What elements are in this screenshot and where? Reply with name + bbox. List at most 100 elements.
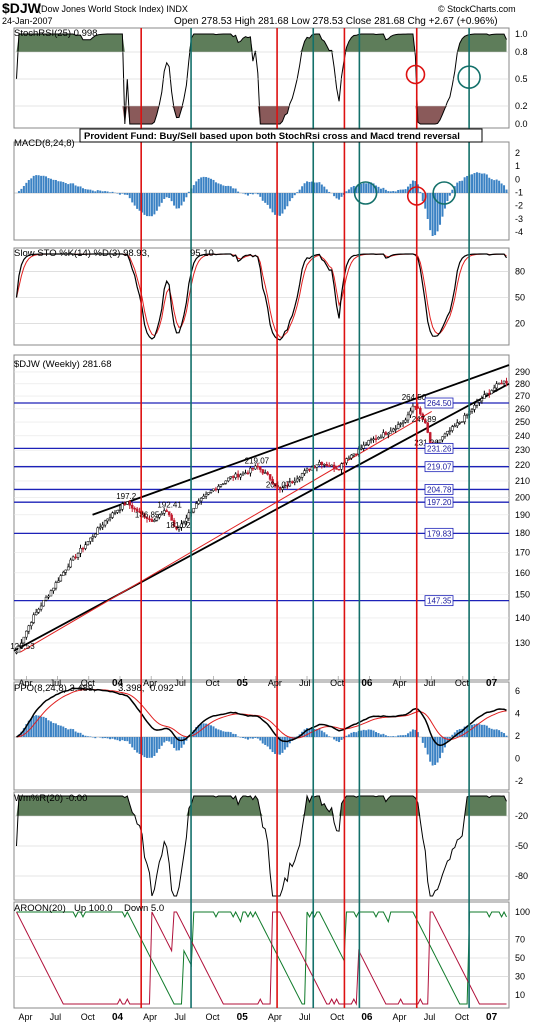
macd-histogram-bar: [67, 184, 70, 193]
price-candle: [130, 505, 134, 509]
ppo-histogram-bar: [434, 737, 437, 765]
williams-r-panel: [14, 794, 509, 897]
ppo-histogram-bar: [229, 732, 232, 737]
ppo-histogram-bar: [325, 734, 328, 737]
price-tick: 280: [515, 379, 530, 389]
ppo-histogram-bar: [59, 725, 62, 737]
price-candle: [158, 514, 161, 518]
ppo-histogram-bar: [141, 737, 144, 756]
macd-histogram-bar: [47, 178, 50, 193]
macd-histogram-bar: [219, 184, 222, 193]
ppo-histogram-bar: [278, 737, 281, 755]
macd-histogram-bar: [298, 189, 301, 193]
price-candle: [217, 486, 220, 490]
price-candle: [219, 484, 223, 487]
price-candle: [281, 487, 284, 490]
price-candle: [244, 472, 247, 475]
x-axis-label: 05: [237, 1012, 249, 1023]
ppo-histogram-bar: [500, 731, 503, 737]
trendline: [92, 364, 510, 516]
price-candle: [263, 472, 267, 474]
price-candle: [327, 465, 331, 467]
macd-tick: 0: [515, 174, 520, 184]
sto-tick: 20: [515, 319, 525, 329]
price-candle: [480, 398, 484, 402]
price-candle: [293, 480, 296, 483]
ppo-histogram-bar: [495, 729, 498, 737]
price-candle: [126, 501, 129, 505]
macd-histogram-bar: [402, 189, 405, 193]
ppo-histogram-bar: [384, 735, 387, 737]
macd-histogram-bar: [101, 191, 104, 193]
price-candle: [167, 511, 171, 516]
price-candle: [411, 405, 415, 412]
level-badge-text: 264.50: [427, 399, 452, 408]
macd-histogram-bar: [192, 185, 195, 193]
price-candle: [335, 468, 338, 470]
price-tick: 180: [515, 528, 530, 538]
stochrsi-label: StochRSI(25) 0.998: [14, 28, 97, 39]
price-candle: [162, 510, 166, 514]
price-candle: [32, 614, 35, 623]
ppo-histogram-bar: [239, 737, 242, 738]
ppo-histogram-bar: [131, 737, 134, 748]
x-axis-label: Oct: [455, 678, 470, 688]
price-candle: [345, 458, 348, 464]
ppo-histogram-bar: [488, 727, 491, 737]
x-axis-label: Apr: [268, 678, 282, 688]
macd-histogram-bar: [111, 191, 114, 193]
macd-histogram-bar: [170, 193, 173, 202]
ppo-histogram-bar: [480, 724, 483, 737]
macd-histogram-bar: [485, 174, 488, 193]
macd-histogram-bar: [434, 193, 437, 236]
stochrsi-line: [15, 33, 507, 125]
x-axis-label: Oct: [205, 678, 220, 688]
macd-histogram-bar: [30, 178, 33, 193]
macd-histogram-bar: [384, 189, 387, 193]
price-tick: 230: [515, 445, 530, 455]
ppo-tick: -2: [515, 776, 523, 786]
ppo-histogram-bar: [483, 724, 486, 737]
macd-histogram-bar: [365, 183, 368, 193]
price-candle: [71, 556, 75, 561]
ppo-histogram-bar: [372, 730, 375, 737]
ppo-histogram-bar: [180, 737, 183, 748]
stochrsi-tick: 0.0: [515, 119, 528, 129]
price-candle: [389, 430, 393, 434]
x-axis-label: Apr: [393, 1012, 407, 1022]
macd-histogram-bar: [404, 189, 407, 193]
macd-histogram-bar: [301, 186, 304, 193]
ppo-histogram-bar: [439, 737, 442, 759]
price-tick: 160: [515, 568, 530, 578]
ppo-histogram-bar: [313, 729, 316, 737]
x-axis-label: 04: [112, 1012, 124, 1023]
macd-label: MACD(8,24,8): [14, 138, 75, 149]
price-candle: [47, 595, 50, 598]
ppo-histogram-bar: [350, 732, 353, 737]
macd-histogram-bar: [394, 191, 397, 193]
macd-histogram-bar: [251, 193, 254, 195]
price-candle: [52, 587, 55, 592]
price-candle: [396, 424, 400, 429]
macd-histogram-bar: [185, 193, 188, 198]
macd-histogram-bar: [178, 193, 181, 209]
macd-histogram-bar: [212, 179, 215, 193]
ppo-histogram-bar: [392, 736, 395, 737]
price-candle: [406, 414, 410, 421]
ppo-histogram-bar: [478, 724, 481, 737]
price-candle: [207, 492, 210, 495]
x-axis-labels: Apr Apr Jul Jul Oct Oct 04 04 Apr Apr Jul Jul Oct Oct…: [18, 676, 498, 1023]
price-candle: [192, 507, 196, 513]
price-candle: [387, 432, 390, 435]
ppo-histogram-bar: [133, 737, 136, 750]
price-tick: 200: [515, 492, 530, 502]
macd-histogram-bar: [62, 181, 65, 193]
x-axis-label: 04: [112, 678, 124, 689]
level-badge: 204.78: [424, 484, 454, 495]
macd-frame: [13, 141, 510, 241]
ppo-histogram-bar: [463, 726, 466, 737]
price-label: $DJW (Weekly) 281.68: [14, 359, 112, 370]
price-candle: [74, 556, 77, 559]
price-candle: [453, 425, 457, 428]
